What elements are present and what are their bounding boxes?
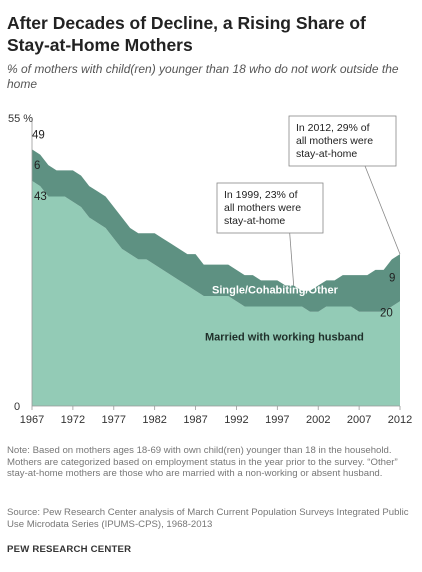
series-label-single-cohabiting-other: Single/Cohabiting/Other: [212, 284, 339, 296]
x-tick-label-2012: 2012: [388, 414, 412, 424]
y-tick-label-55: 55 %: [8, 113, 33, 125]
callout-text-1999-line-2: stay-at-home: [224, 215, 285, 227]
x-tick-label-1997: 1997: [265, 414, 289, 424]
callout-box-1999: [216, 182, 324, 234]
callout-text-2012-line-0: In 2012, 29% of: [296, 122, 370, 134]
callout-text-1999-line-0: In 1999, 23% of: [224, 189, 298, 201]
area-married-with-working-husband: [32, 180, 400, 406]
x-tick-label-1972: 1972: [61, 414, 85, 424]
end-married-label: 20: [380, 307, 393, 319]
pew-research-center-logo: PEW RESEARCH CENTER: [7, 544, 132, 555]
x-tick-label-1967: 1967: [20, 414, 44, 424]
x-tick-label-1977: 1977: [102, 414, 126, 424]
callout-leader-2012: [364, 165, 401, 255]
callout-text-1999-line-1: all mothers were: [224, 202, 301, 214]
stacked-area-chart: 0 55 % 49 6 43 9 20 Single/Cohabiting/Ot…: [8, 113, 412, 424]
chart-title: After Decades of Decline, a Rising Share…: [7, 13, 366, 55]
callout-text-2012-line-2: stay-at-home: [296, 148, 357, 160]
start-total-label: 49: [32, 129, 45, 141]
start-other-label: 6: [34, 160, 40, 172]
chart-note: Note: Based on mothers ages 18-69 with o…: [7, 445, 398, 480]
x-tick-label-1987: 1987: [183, 414, 207, 424]
end-other-label: 9: [389, 273, 395, 285]
start-married-label: 43: [34, 191, 47, 203]
y-tick-label-0: 0: [14, 401, 20, 413]
area-single-cohabiting-other: [32, 149, 400, 312]
chart-source: Source: Pew Research Center analysis of …: [7, 507, 409, 530]
x-tick-label-2002: 2002: [306, 414, 330, 424]
callout-box-2012: [288, 115, 397, 167]
callout-text-2012-line-1: all mothers were: [296, 135, 373, 147]
chart-subtitle: % of mothers with child(ren) younger tha…: [7, 62, 399, 91]
x-tick-label-1982: 1982: [142, 414, 166, 424]
x-tick-label-1992: 1992: [224, 414, 248, 424]
x-tick-label-2007: 2007: [347, 414, 371, 424]
callout-leader-1999: [289, 232, 295, 286]
series-label-married-working-husband: Married with working husband: [205, 332, 364, 344]
